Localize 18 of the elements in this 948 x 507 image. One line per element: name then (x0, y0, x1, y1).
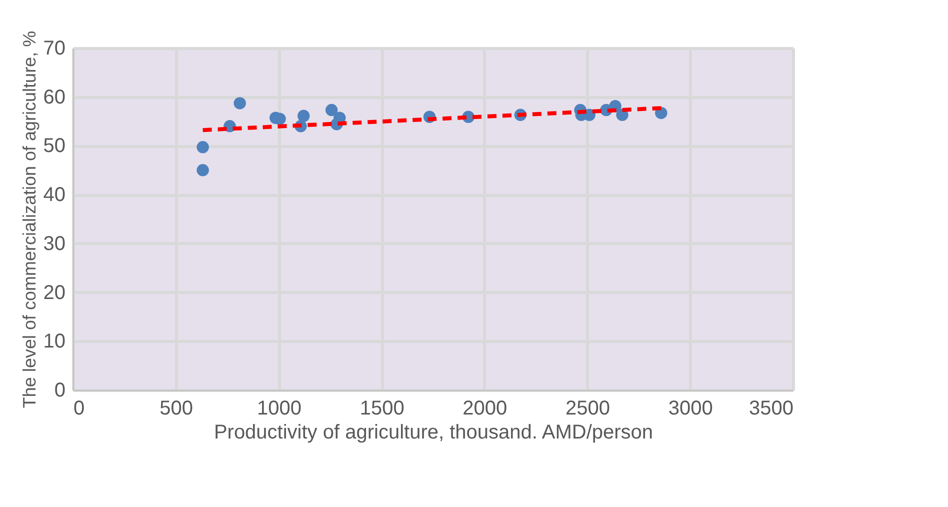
y-tick-label: 10 (43, 330, 66, 353)
y-tick-label: 40 (43, 184, 66, 206)
y-tick-label: 50 (43, 135, 66, 158)
x-axis-title: Productivity of agriculture, thousand. AMD/person (214, 422, 654, 444)
y-tick-label: 30 (43, 232, 66, 255)
y-axis-title: The level of commercialization of agriculture, % (19, 30, 40, 408)
x-tick-label: 2500 (566, 398, 610, 420)
x-tick-label: 3000 (668, 398, 713, 420)
y-tick-label: 70 (43, 38, 66, 60)
x-tick-label: 1000 (256, 398, 302, 420)
x-tick-label: 2000 (462, 398, 508, 420)
x-tick-label: 3500 (749, 398, 794, 420)
x-tick-label: 1500 (360, 398, 404, 420)
y-tick-label: 20 (43, 282, 66, 304)
y-tick-label: 0 (54, 380, 66, 402)
x-tick-label: 0 (74, 398, 85, 420)
x-tick-label: 500 (160, 398, 194, 420)
y-tick-label: 60 (43, 86, 66, 108)
